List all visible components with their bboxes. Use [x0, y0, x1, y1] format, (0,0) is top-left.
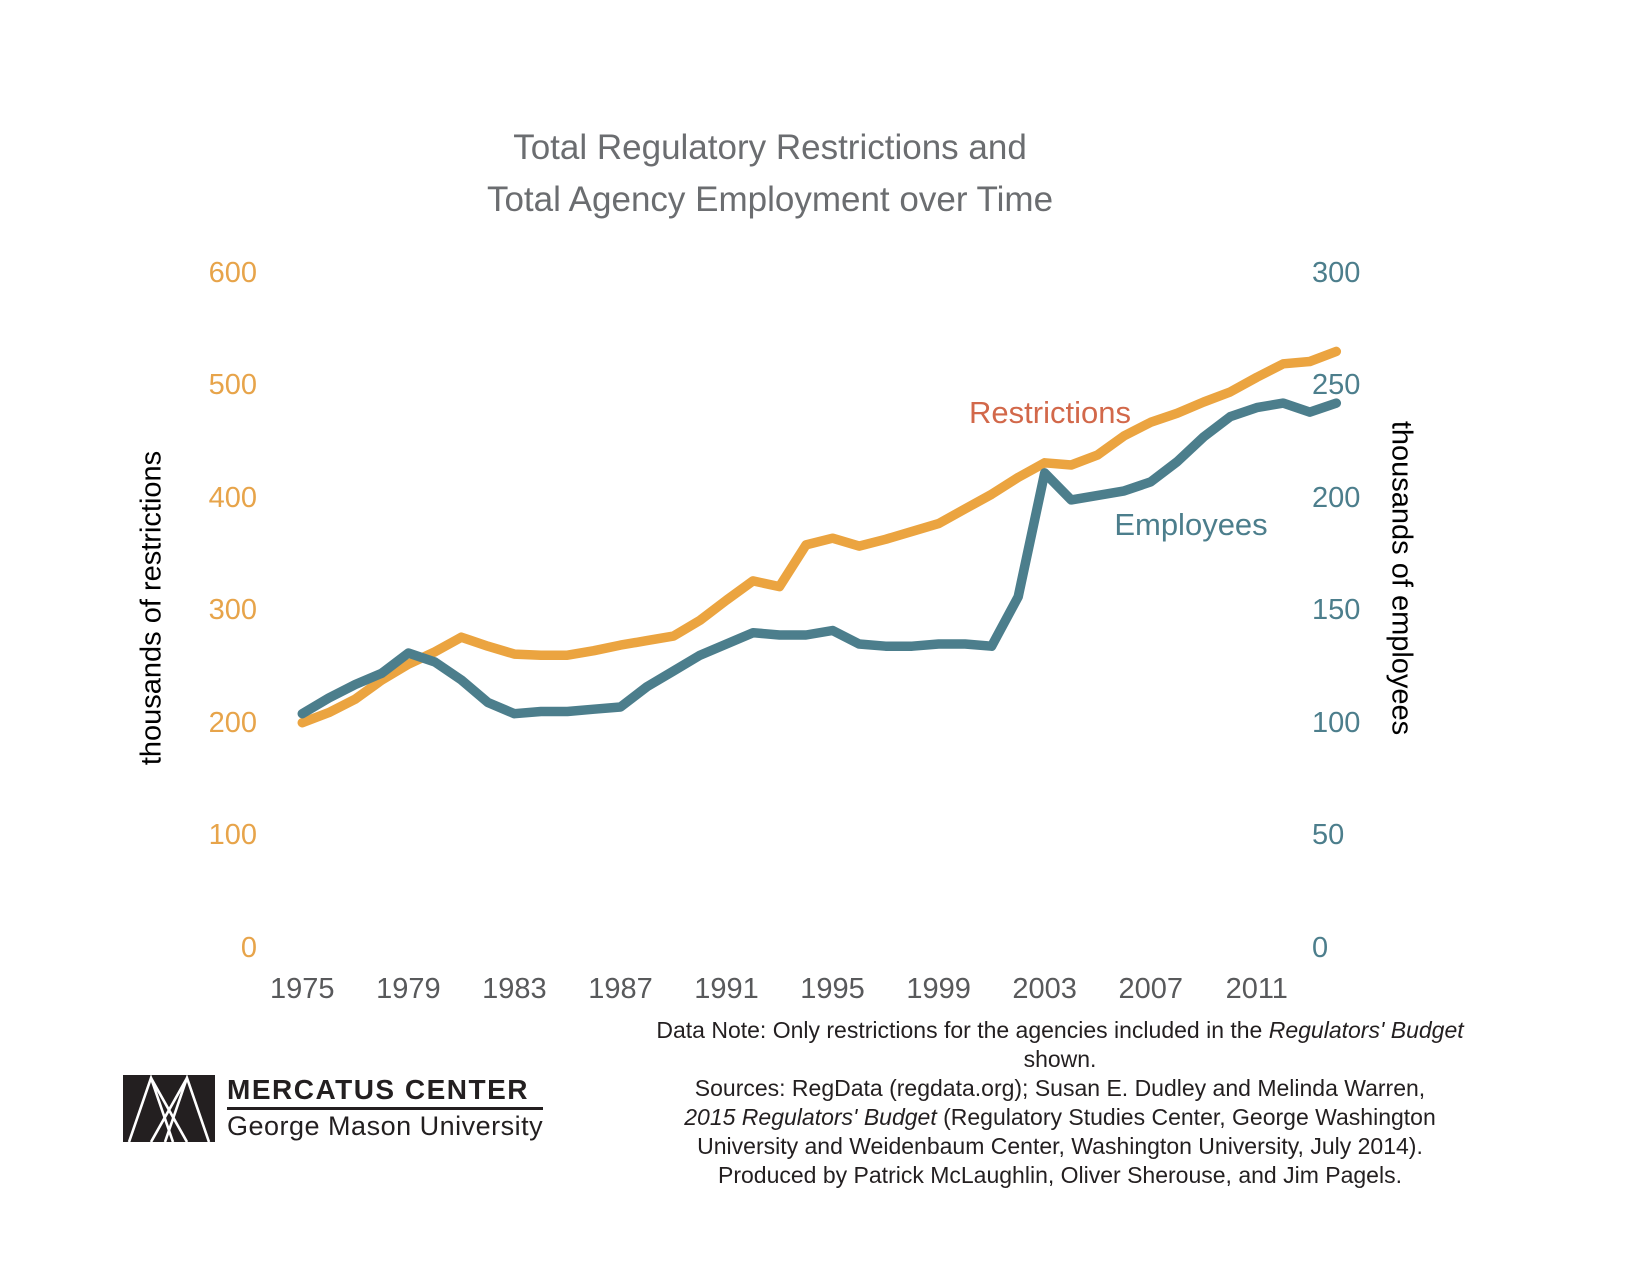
note-text-segment: shown. — [1023, 1046, 1097, 1072]
restrictions-series-label: Restrictions — [969, 395, 1131, 430]
note-text-segment: Data Note: Only restrictions for the age… — [656, 1017, 1269, 1043]
x-axis-tick-2011: 2011 — [1225, 973, 1288, 1005]
data-note-line-5: Produced by Patrick McLaughlin, Oliver S… — [620, 1161, 1500, 1190]
mercatus-logo-name: MERCATUS CENTER — [227, 1074, 529, 1105]
mercatus-logo-divider — [227, 1107, 543, 1110]
x-axis-tick-1983: 1983 — [482, 973, 547, 1005]
x-axis-tick-1987: 1987 — [588, 973, 653, 1005]
note-text-segment: Sources: RegData (regdata.org); Susan E.… — [694, 1075, 1426, 1101]
data-note-line-3: 2015 Regulators' Budget (Regulatory Stud… — [620, 1103, 1500, 1132]
note-italic-segment: 2015 Regulators' Budget — [684, 1104, 937, 1130]
left-axis-tick-400: 400 — [208, 481, 257, 514]
left-axis-tick-100: 100 — [208, 819, 257, 852]
right-axis-tick-100: 100 — [1312, 706, 1361, 739]
x-axis-tick-1995: 1995 — [800, 973, 865, 1005]
mercatus-logo: MERCATUS CENTER George Mason University — [123, 1075, 543, 1142]
employees-line — [297, 398, 1342, 719]
left-axis-tick-300: 300 — [208, 594, 257, 627]
x-axis-tick-1979: 1979 — [376, 973, 441, 1005]
x-axis-tick-1991: 1991 — [694, 973, 759, 1005]
restrictions-line — [297, 346, 1342, 728]
right-axis-title: thousands of employees — [1385, 420, 1418, 736]
chart-title-line2: Total Agency Employment over Time — [486, 180, 1054, 219]
left-axis-tick-200: 200 — [208, 706, 257, 739]
left-axis-title: thousands of restrictions — [135, 450, 168, 766]
x-axis-tick-1999: 1999 — [906, 973, 971, 1005]
note-text-segment: (Regulatory Studies Center, George Washi… — [936, 1104, 1436, 1130]
mercatus-logo-mark-icon — [123, 1075, 215, 1142]
x-axis-tick-2003: 2003 — [1012, 973, 1077, 1005]
data-note-line-4: University and Weidenbaum Center, Washin… — [620, 1132, 1500, 1161]
chart-title-line1: Total Regulatory Restrictions and — [513, 128, 1027, 167]
x-axis-tick-1975: 1975 — [270, 973, 335, 1005]
right-axis-tick-200: 200 — [1312, 481, 1361, 514]
data-note-line-1: Data Note: Only restrictions for the age… — [620, 1016, 1500, 1074]
note-text-segment: Produced by Patrick McLaughlin, Oliver S… — [718, 1162, 1402, 1188]
right-axis-tick-150: 150 — [1312, 594, 1361, 627]
chart-title: Total Regulatory Restrictions and Total … — [487, 122, 1053, 226]
left-axis-tick-0: 0 — [240, 931, 257, 964]
x-axis-tick-2007: 2007 — [1118, 973, 1183, 1005]
employees-series-label: Employees — [1114, 507, 1268, 542]
data-note-line-2: Sources: RegData (regdata.org); Susan E.… — [620, 1074, 1500, 1103]
mercatus-logo-university: George Mason University — [227, 1111, 544, 1141]
right-axis-tick-300: 300 — [1312, 256, 1361, 289]
note-text-segment: University and Weidenbaum Center, Washin… — [697, 1133, 1423, 1159]
right-axis-tick-250: 250 — [1312, 369, 1361, 402]
data-note: Data Note: Only restrictions for the age… — [620, 1016, 1500, 1190]
left-axis-tick-500: 500 — [208, 369, 257, 402]
right-axis-tick-50: 50 — [1312, 819, 1345, 852]
right-axis-tick-0: 0 — [1312, 931, 1329, 964]
mercatus-logo-text: MERCATUS CENTER George Mason University — [227, 1075, 543, 1142]
left-axis-tick-600: 600 — [208, 256, 257, 289]
note-italic-segment: Regulators' Budget — [1268, 1017, 1464, 1043]
